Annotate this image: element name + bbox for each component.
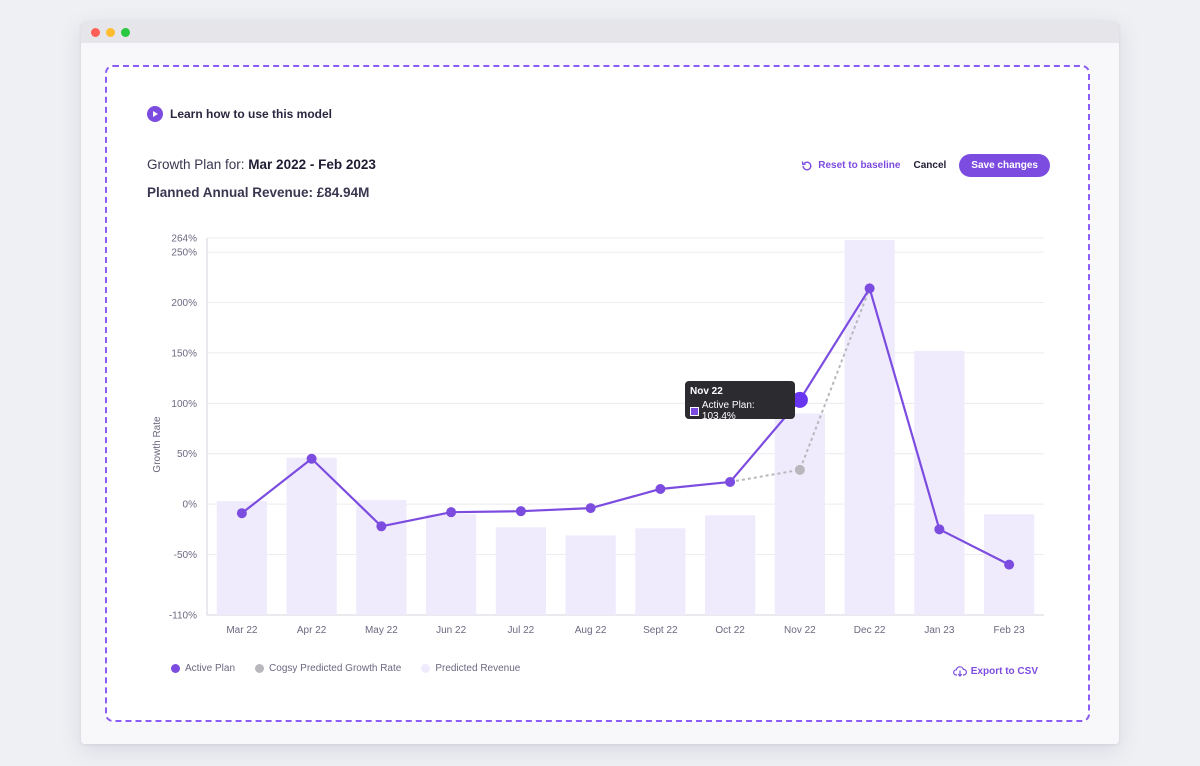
y-tick-label: 50%	[177, 449, 197, 460]
x-tick-label: Jul 22	[508, 625, 535, 636]
reset-label: Reset to baseline	[818, 160, 901, 171]
minimize-window-dot[interactable]	[106, 28, 115, 37]
play-icon	[147, 106, 163, 122]
y-tick-label: 250%	[171, 248, 197, 259]
active-plan-point	[236, 508, 247, 519]
predicted-revenue-swatch	[421, 664, 431, 673]
tooltip-title: Nov 22	[690, 386, 723, 397]
learn-model-link[interactable]: Learn how to use this model	[147, 106, 332, 122]
revenue-bar	[565, 535, 616, 615]
active-plan-point	[864, 283, 875, 294]
revenue-bar	[216, 501, 267, 615]
y-tick-label: -110%	[169, 611, 197, 622]
active-plan-point	[306, 453, 317, 464]
revenue-bar	[844, 240, 895, 615]
legend-predicted-growth-label: Cogsy Predicted Growth Rate	[269, 663, 402, 674]
x-tick-label: May 22	[365, 625, 398, 636]
x-tick-label: Feb 23	[994, 625, 1026, 636]
active-plan-point	[1004, 559, 1015, 570]
y-tick-label: 100%	[171, 399, 197, 410]
active-plan-point	[934, 524, 945, 535]
y-tick-label: 264%	[171, 234, 197, 245]
reset-icon	[802, 160, 812, 170]
tooltip-row: Active Plan: 103.4%	[690, 400, 790, 422]
active-plan-point	[585, 503, 596, 514]
tooltip-swatch	[690, 406, 699, 416]
plan-actions: Reset to baseline Cancel Save changes	[801, 154, 1050, 177]
growth-plan-period: Growth Plan for: Mar 2022 - Feb 2023	[147, 157, 376, 172]
x-tick-label: Jan 23	[924, 625, 954, 636]
x-tick-label: Apr 22	[297, 625, 327, 636]
export-csv-button[interactable]: Export to CSV	[952, 665, 1038, 677]
revenue-bar	[774, 413, 825, 615]
learn-model-label: Learn how to use this model	[170, 107, 333, 121]
y-tick-label: 0%	[183, 500, 198, 511]
reset-to-baseline-button[interactable]: Reset to baseline	[801, 160, 900, 172]
x-tick-label: Oct 22	[715, 625, 745, 636]
active-plan-swatch	[171, 664, 180, 673]
browser-window: Learn how to use this model Growth Plan …	[81, 21, 1119, 744]
planned-annual-revenue: Planned Annual Revenue: £84.94M	[147, 185, 369, 200]
predicted-growth-line	[729, 288, 871, 483]
y-tick-label: 150%	[171, 348, 197, 359]
revenue-value: £84.94M	[316, 185, 370, 200]
predicted-growth-swatch	[255, 664, 265, 673]
active-plan-point	[376, 521, 387, 532]
legend-predicted-growth[interactable]: Cogsy Predicted Growth Rate	[255, 663, 401, 674]
legend-predicted-revenue[interactable]: Predicted Revenue	[421, 663, 520, 674]
chart-legend: Active Plan Cogsy Predicted Growth Rate …	[171, 663, 520, 674]
legend-active-plan[interactable]: Active Plan	[171, 663, 235, 674]
y-axis-label: Growth Rate	[152, 416, 163, 473]
revenue-bar	[495, 527, 546, 615]
active-plan-point	[446, 507, 457, 518]
revenue-bar	[705, 515, 756, 615]
growth-rate-chart: -110% -50% 0% 50% 100% 150% 200% 250% 264% Growth…	[152, 234, 1044, 636]
revenue-bar	[914, 350, 965, 615]
window-titlebar	[81, 21, 1119, 43]
y-tick-label: 200%	[171, 298, 197, 309]
x-tick-label: Nov 22	[784, 625, 816, 636]
active-plan-point	[515, 506, 526, 517]
active-plan-point	[791, 391, 808, 408]
y-tick-label: -50%	[174, 550, 197, 561]
revenue-bar	[635, 528, 686, 615]
revenue-bar	[286, 457, 337, 615]
legend-predicted-revenue-label: Predicted Revenue	[435, 663, 521, 674]
revenue-bar	[426, 514, 477, 615]
active-plan-point	[725, 476, 736, 487]
growth-plan-panel: Learn how to use this model Growth Plan …	[105, 65, 1090, 722]
period-value: Mar 2022 - Feb 2023	[248, 157, 376, 172]
x-tick-label: Aug 22	[575, 625, 607, 636]
tooltip-text: Active Plan: 103.4%	[701, 400, 755, 422]
maximize-window-dot[interactable]	[121, 28, 130, 37]
active-plan-line	[241, 287, 1010, 566]
x-tick-label: Sept 22	[643, 625, 678, 636]
save-changes-button[interactable]: Save changes	[959, 154, 1050, 177]
x-tick-label: Dec 22	[854, 625, 886, 636]
cloud-download-icon	[952, 666, 967, 677]
x-tick-label: Jun 22	[436, 625, 466, 636]
period-label: Growth Plan for:	[147, 157, 249, 172]
chart-tooltip: Nov 22 Active Plan: 103.4%	[685, 381, 795, 422]
x-tick-label: Mar 22	[226, 625, 258, 636]
cancel-button[interactable]: Cancel	[913, 160, 947, 171]
revenue-bar	[356, 500, 407, 615]
active-plan-point	[655, 483, 666, 494]
close-window-dot[interactable]	[91, 28, 100, 37]
predicted-growth-point	[794, 464, 805, 475]
revenue-label: Planned Annual Revenue:	[147, 185, 317, 200]
legend-active-plan-label: Active Plan	[185, 663, 236, 674]
export-csv-label: Export to CSV	[970, 665, 1038, 677]
